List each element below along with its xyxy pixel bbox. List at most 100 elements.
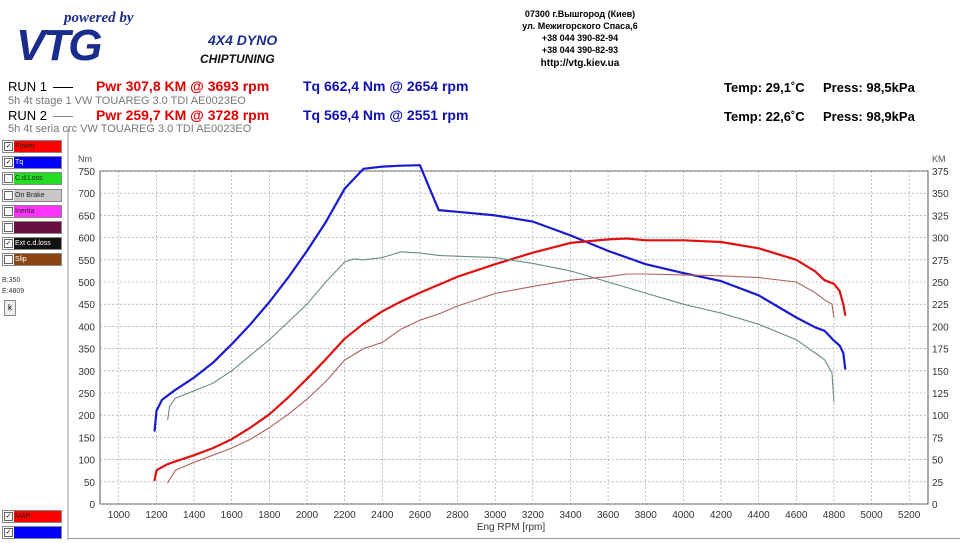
y-left-tick-label: 500: [78, 278, 95, 289]
run1-press: Press: 98,5kPa: [823, 80, 915, 95]
x-tick-label: 1600: [221, 510, 244, 521]
legend-toggle-power[interactable]: ✓ Power: [2, 140, 62, 153]
address-line: 07300 г.Вышгород (Киев): [524, 9, 636, 19]
legend-toggle-c-d-loss[interactable]: C.d.Loss: [2, 172, 62, 186]
checkbox[interactable]: ✓: [4, 142, 13, 151]
run2-line-swatch: [53, 116, 74, 118]
phone-line: +38 044 390-82-94: [541, 33, 619, 43]
powered-by-text: powered by: [64, 10, 134, 26]
checkbox[interactable]: [4, 255, 13, 265]
run2-temp: Temp: 22,6˚C: [724, 109, 805, 124]
y-right-tick-label: 325: [932, 211, 949, 222]
y-right-tick-label: 25: [932, 478, 944, 489]
checkbox[interactable]: [4, 174, 13, 184]
x-tick-label: 5000: [860, 510, 883, 521]
k-button[interactable]: k: [4, 300, 16, 316]
run2-torque: Tq 569,4 Nm @ 2551 rpm: [303, 107, 469, 123]
company-address: 07300 г.Вышгород (Киев) ул. Межигорского…: [500, 8, 660, 70]
x-tick-label: 3200: [522, 510, 545, 521]
checkbox[interactable]: [4, 206, 13, 216]
x-tick-label: 4400: [748, 510, 771, 521]
x-tick-label: 3400: [559, 510, 582, 521]
x-tick-label: 2000: [296, 510, 319, 521]
legend-toggle-slip[interactable]: Slip: [2, 253, 62, 267]
legend-label: MAP: [14, 511, 61, 522]
checkbox[interactable]: [4, 190, 13, 200]
series-line-1: [153, 237, 847, 482]
y-right-axis-label: KM: [932, 154, 946, 164]
legend-toggle-ext-c-d-loss[interactable]: ✓ Ext c.d.loss: [2, 237, 62, 251]
x-tick-label: 4600: [785, 510, 808, 521]
legend-toggle-on-brake[interactable]: On Brake: [2, 188, 62, 202]
website-link[interactable]: http://vtg.kiev.ua: [540, 58, 620, 69]
x-tick-label: 2200: [334, 510, 357, 521]
y-right-tick-label: 175: [932, 345, 949, 356]
x-tick-label: 1200: [145, 510, 168, 521]
x-tick-label: 1800: [258, 510, 281, 521]
y-left-axis-label: Nm: [78, 154, 92, 164]
legend-label: Ext c.d.loss: [14, 238, 61, 250]
y-left-tick-label: 550: [78, 256, 95, 267]
y-left-tick-label: 600: [78, 234, 95, 245]
y-right-tick-label: 125: [932, 389, 949, 400]
legend-label: Tq: [14, 157, 61, 169]
series-line-3: [167, 273, 835, 484]
x-tick-label: 2600: [409, 510, 432, 521]
x-tick-label: 1400: [183, 510, 206, 521]
run1-description: 5h 4t stage 1 VW TOUAREG 3.0 TDI AE0023E…: [8, 95, 246, 107]
y-left-tick-label: 0: [89, 500, 95, 511]
y-right-tick-label: 200: [932, 322, 949, 333]
legend-label: Slip: [14, 254, 61, 266]
legend-toggle-tq[interactable]: ✓ Tq: [2, 156, 62, 170]
x-tick-label: 2400: [371, 510, 394, 521]
y-left-tick-label: 250: [78, 389, 95, 400]
series-line-0: [153, 164, 847, 432]
x-axis-label: Eng RPM [rpm]: [477, 522, 546, 533]
legend-toggle-legend_bottom-1[interactable]: ✓: [2, 526, 62, 539]
dyno-text: 4X4 DYNO: [208, 32, 278, 48]
x-tick-label: 4000: [672, 510, 695, 521]
y-left-tick-label: 450: [78, 300, 95, 311]
x-tick-label: 3000: [484, 510, 507, 521]
plot-area: [99, 170, 929, 505]
checkbox[interactable]: ✓: [4, 158, 13, 168]
y-left-tick-label: 300: [78, 367, 95, 378]
y-left-tick-label: 700: [78, 189, 95, 200]
legend-toggle-legend-5[interactable]: [2, 221, 62, 234]
vtg-logo: powered by VTG 4X4 DYNO CHIPTUNING: [8, 6, 298, 70]
legend-toggle-map[interactable]: ✓ MAP: [2, 510, 62, 523]
y-left-tick-label: 650: [78, 211, 95, 222]
y-left-tick-label: 50: [84, 478, 96, 489]
run2-label: RUN 2: [8, 108, 74, 123]
legend-label: Power: [14, 141, 61, 152]
legend-label: C.d.Loss: [14, 173, 61, 185]
run1-power: Pwr 307,8 KM @ 3693 rpm: [96, 78, 270, 94]
run1-temp: Temp: 29,1˚C: [724, 80, 805, 95]
y-right-tick-label: 300: [932, 234, 949, 245]
y-right-tick-label: 225: [932, 300, 949, 311]
run2-label-text: RUN 2: [8, 108, 48, 123]
y-left-tick-label: 150: [78, 433, 95, 444]
run1-line-swatch: [53, 87, 74, 89]
x-tick-label: 3600: [597, 510, 620, 521]
checkbox[interactable]: [4, 223, 13, 232]
y-right-tick-label: 100: [932, 411, 949, 422]
checkbox[interactable]: ✓: [4, 239, 13, 249]
run1-label: RUN 1: [8, 79, 74, 94]
y-right-tick-label: 0: [932, 500, 938, 511]
y-left-tick-label: 750: [78, 167, 95, 178]
legend-label: On Brake: [14, 189, 61, 201]
checkbox[interactable]: ✓: [4, 528, 13, 537]
x-tick-label: 2800: [446, 510, 469, 521]
x-tick-label: 5200: [898, 510, 921, 521]
x-tick-label: 3800: [635, 510, 658, 521]
checkbox[interactable]: ✓: [4, 512, 13, 521]
brand-logo-text: VTG: [16, 21, 102, 70]
legend-label: Inertia: [14, 205, 61, 217]
run1-torque: Tq 662,4 Nm @ 2654 rpm: [303, 78, 469, 94]
y-left-tick-label: 200: [78, 411, 95, 422]
bottom-divider: [68, 538, 960, 539]
legend-toggle-inertia[interactable]: Inertia: [2, 204, 62, 218]
legend-label: [14, 222, 61, 233]
